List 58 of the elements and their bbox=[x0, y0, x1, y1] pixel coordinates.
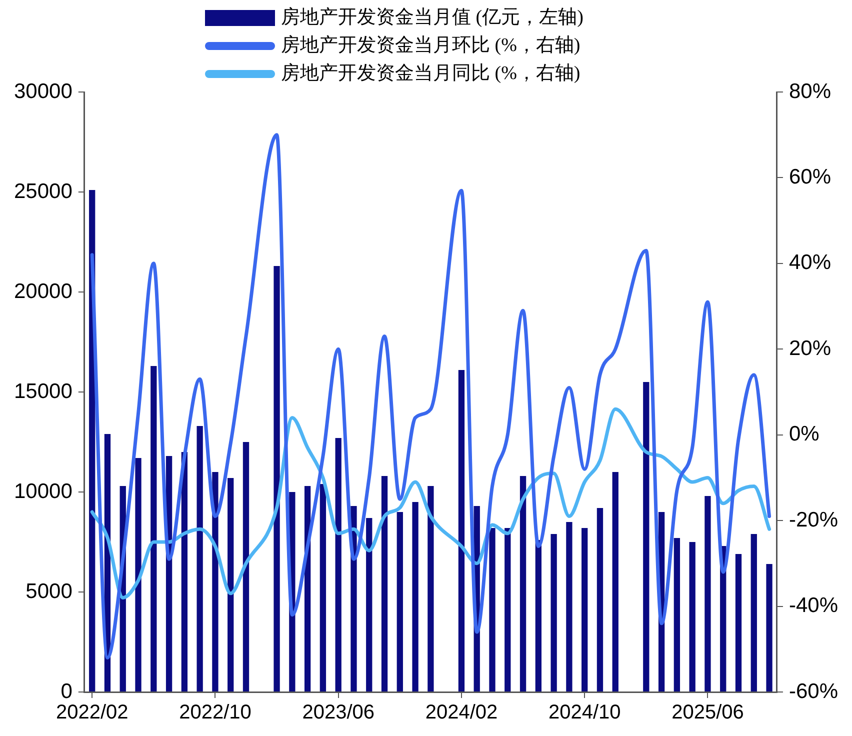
x-tick-label: 2022/10 bbox=[179, 702, 252, 724]
y-tick-label: 25000 bbox=[14, 180, 72, 203]
bar bbox=[535, 540, 542, 692]
bar bbox=[612, 472, 618, 692]
bar bbox=[674, 538, 680, 692]
bar bbox=[366, 518, 372, 692]
bar bbox=[689, 542, 696, 692]
bar bbox=[520, 476, 526, 692]
legend-label: 房地产开发资金当月值 (亿元，左轴) bbox=[281, 6, 584, 30]
y-tick-label: 15000 bbox=[14, 380, 72, 403]
bar bbox=[428, 486, 434, 692]
bar bbox=[596, 508, 604, 692]
bar bbox=[550, 534, 557, 692]
bar bbox=[704, 496, 711, 692]
bar bbox=[274, 266, 280, 692]
x-tick-label: 2025/06 bbox=[672, 702, 744, 724]
legend-label: 房地产开发资金当月环比 (%，右轴) bbox=[281, 34, 580, 58]
bar bbox=[396, 512, 403, 692]
bar bbox=[643, 382, 650, 692]
bar bbox=[320, 484, 326, 692]
y-tick-label: 30000 bbox=[14, 80, 72, 103]
bar bbox=[489, 528, 496, 692]
bar bbox=[212, 472, 218, 692]
y-tick-label: 10000 bbox=[14, 480, 72, 503]
y2-tick-label: -40% bbox=[788, 594, 838, 618]
bar bbox=[412, 502, 418, 692]
bar bbox=[735, 554, 742, 692]
bar bbox=[582, 528, 588, 692]
x-tick-label: 2024/02 bbox=[425, 702, 498, 724]
bar bbox=[750, 534, 757, 692]
line-series bbox=[90, 133, 772, 660]
x-tick-label: 2023/06 bbox=[302, 702, 374, 724]
bar bbox=[335, 438, 342, 692]
y2-tick-label: -20% bbox=[788, 508, 838, 532]
y-tick-label: 20000 bbox=[14, 280, 72, 303]
y2-tick-label: 80% bbox=[788, 80, 832, 103]
bar bbox=[135, 458, 142, 692]
bar bbox=[458, 370, 465, 692]
y2-tick-label: 60% bbox=[788, 166, 832, 189]
y-tick-label: 0 bbox=[60, 680, 72, 703]
y2-tick-label: 40% bbox=[788, 251, 832, 274]
x-tick-label: 2024/10 bbox=[548, 702, 621, 724]
line-series bbox=[90, 407, 772, 600]
y-tick-label: 5000 bbox=[26, 580, 72, 603]
bar bbox=[766, 564, 772, 692]
bar bbox=[381, 476, 388, 692]
x-tick-label: 2022/02 bbox=[56, 702, 128, 724]
y2-tick-label: -60% bbox=[788, 680, 838, 703]
bar bbox=[228, 478, 234, 692]
bar bbox=[566, 522, 572, 692]
bar bbox=[242, 442, 250, 692]
bar bbox=[150, 366, 157, 692]
y2-tick-label: 0% bbox=[788, 422, 820, 446]
bar bbox=[181, 452, 188, 692]
y2-tick-label: 20% bbox=[788, 336, 832, 360]
legend-label: 房地产开发资金当月同比 (%，右轴) bbox=[281, 62, 580, 86]
bar bbox=[196, 426, 203, 692]
bar bbox=[504, 528, 511, 692]
